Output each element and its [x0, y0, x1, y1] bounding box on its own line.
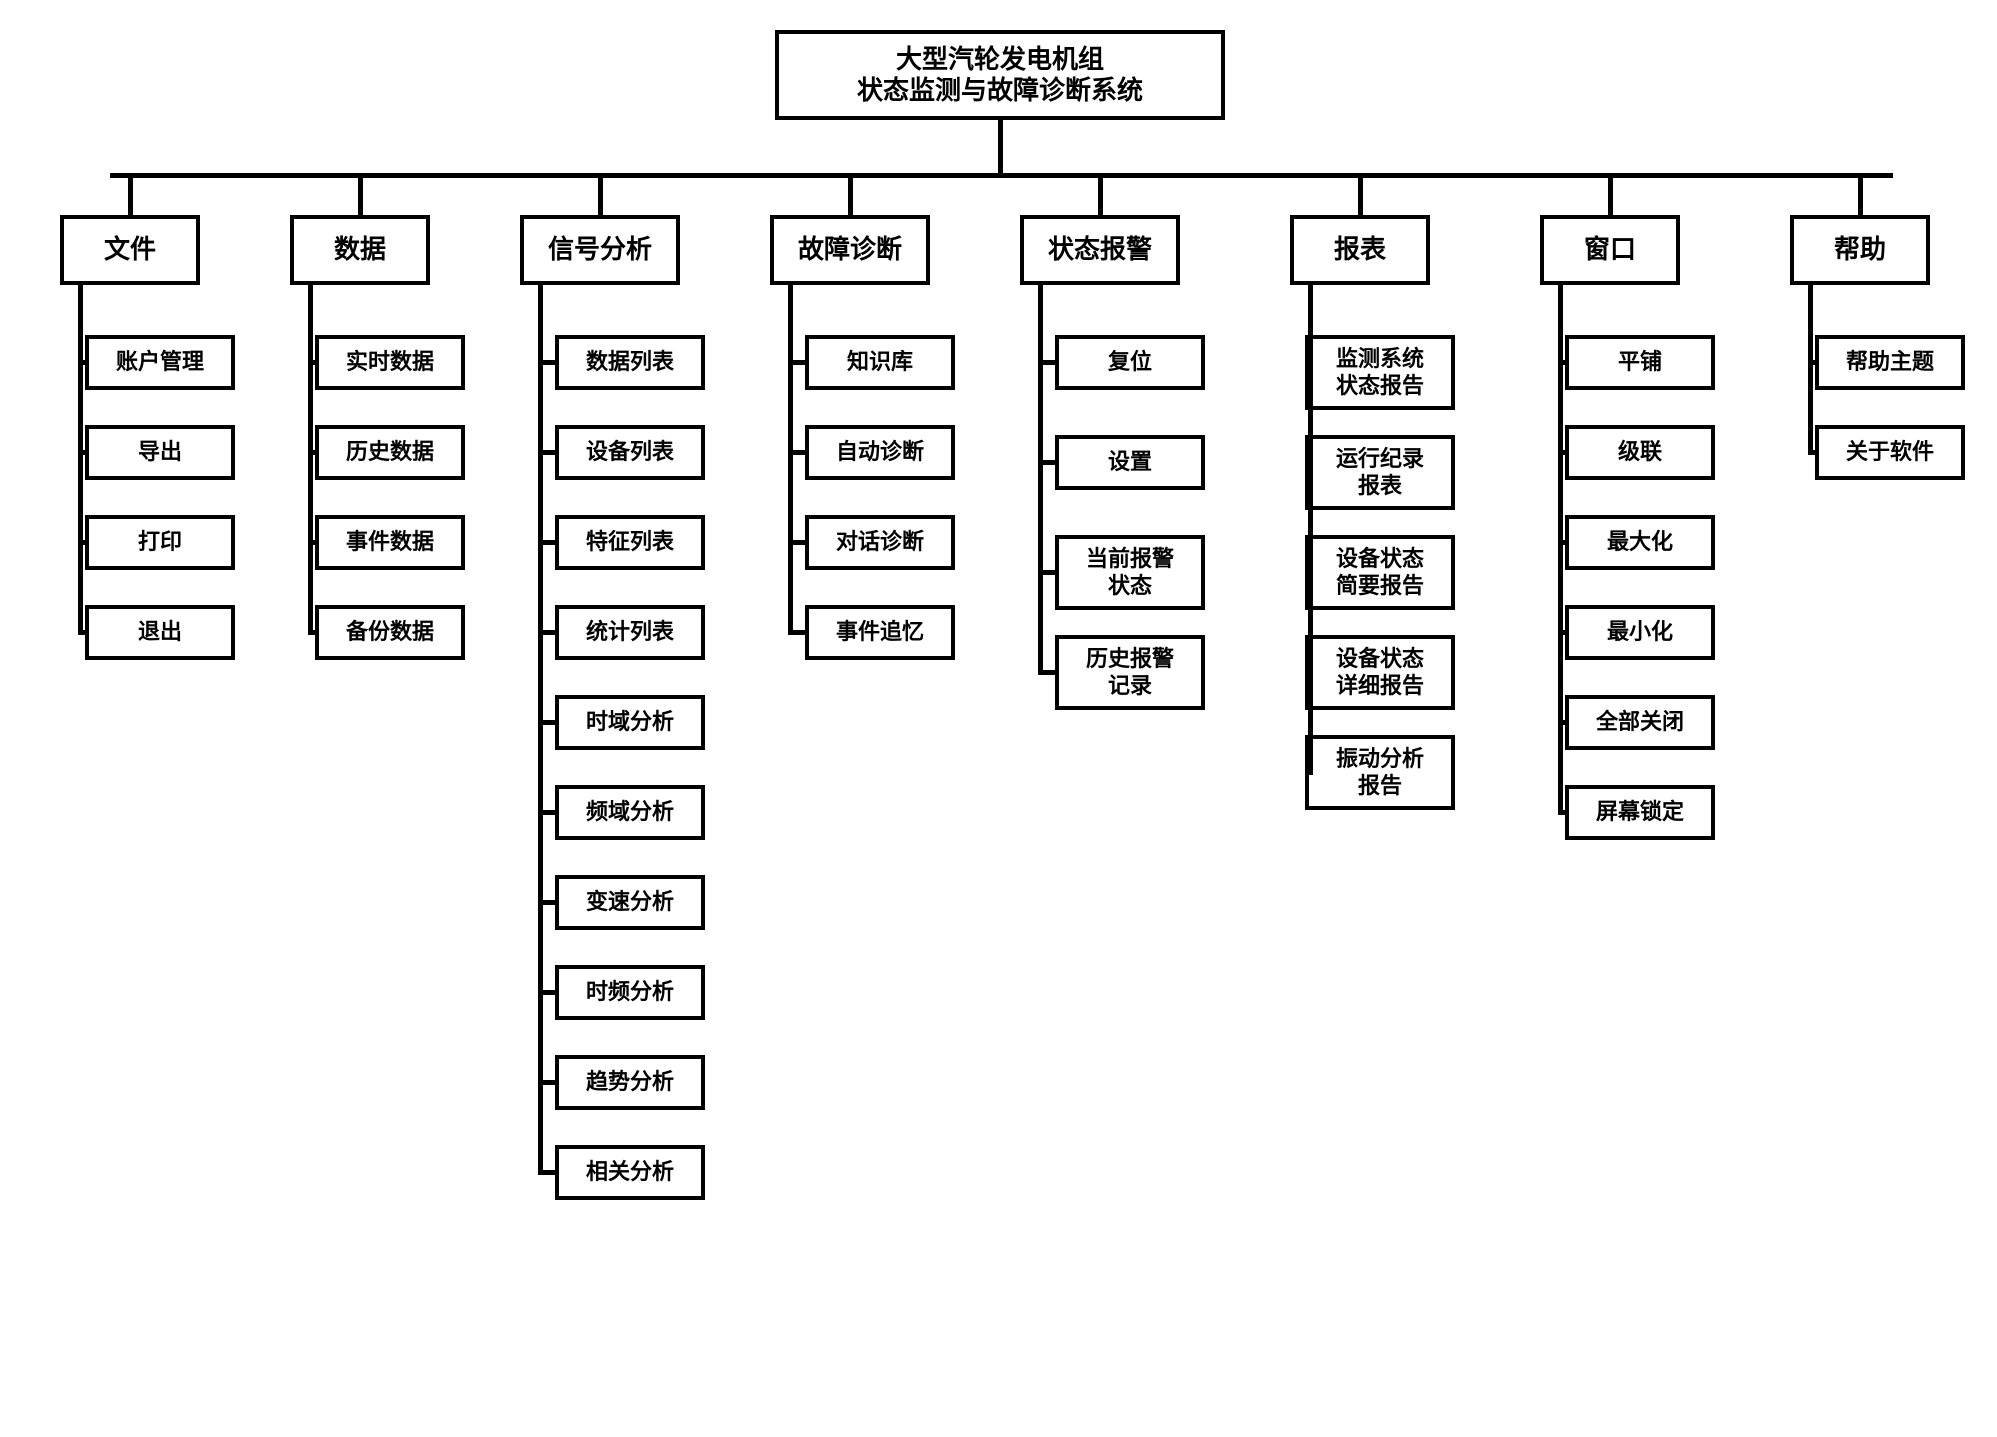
connector-v [1608, 175, 1613, 215]
category-data: 数据 [290, 215, 430, 285]
connector-v [538, 285, 543, 1175]
leaf-data-3: 备份数据 [315, 605, 465, 660]
leaf-diag-2: 对话诊断 [805, 515, 955, 570]
leaf-signal-0: 数据列表 [555, 335, 705, 390]
leaf-window-0: 平铺 [1565, 335, 1715, 390]
org-chart: 大型汽轮发电机组 状态监测与故障诊断系统文件账户管理导出打印退出 数据实时数据历史… [0, 0, 1997, 1437]
leaf-signal-5: 频域分析 [555, 785, 705, 840]
connector-v [788, 285, 793, 635]
leaf-signal-4: 时域分析 [555, 695, 705, 750]
leaf-window-5: 屏幕锁定 [1565, 785, 1715, 840]
connector-v [358, 175, 363, 215]
leaf-alarm-3: 历史报警 记录 [1055, 635, 1205, 710]
leaf-data-1: 历史数据 [315, 425, 465, 480]
leaf-diag-3: 事件追忆 [805, 605, 955, 660]
connector-v [1808, 285, 1813, 455]
connector-v [1038, 285, 1043, 675]
connector-h [110, 173, 1893, 178]
leaf-help-1: 关于软件 [1815, 425, 1965, 480]
leaf-signal-9: 相关分析 [555, 1145, 705, 1200]
leaf-signal-8: 趋势分析 [555, 1055, 705, 1110]
category-help: 帮助 [1790, 215, 1930, 285]
leaf-file-3: 退出 [85, 605, 235, 660]
leaf-signal-1: 设备列表 [555, 425, 705, 480]
connector-v [598, 175, 603, 215]
leaf-help-0: 帮助主题 [1815, 335, 1965, 390]
category-report: 报表 [1290, 215, 1430, 285]
leaf-report-4: 振动分析 报告 [1305, 735, 1455, 810]
connector-v [1358, 175, 1363, 215]
leaf-diag-0: 知识库 [805, 335, 955, 390]
leaf-alarm-0: 复位 [1055, 335, 1205, 390]
leaf-signal-7: 时频分析 [555, 965, 705, 1020]
category-signal: 信号分析 [520, 215, 680, 285]
leaf-signal-6: 变速分析 [555, 875, 705, 930]
leaf-data-0: 实时数据 [315, 335, 465, 390]
connector-v [998, 120, 1003, 178]
root-title: 大型汽轮发电机组 状态监测与故障诊断系统 [775, 30, 1225, 120]
leaf-diag-1: 自动诊断 [805, 425, 955, 480]
category-alarm: 状态报警 [1020, 215, 1180, 285]
leaf-file-0: 账户管理 [85, 335, 235, 390]
leaf-window-2: 最大化 [1565, 515, 1715, 570]
category-window: 窗口 [1540, 215, 1680, 285]
connector-v [1098, 175, 1103, 215]
connector-v [1558, 285, 1563, 815]
leaf-report-0: 监测系统 状态报告 [1305, 335, 1455, 410]
leaf-file-2: 打印 [85, 515, 235, 570]
leaf-report-3: 设备状态 详细报告 [1305, 635, 1455, 710]
connector-v [1308, 285, 1313, 775]
connector-v [128, 175, 133, 215]
leaf-file-1: 导出 [85, 425, 235, 480]
leaf-signal-2: 特征列表 [555, 515, 705, 570]
leaf-window-4: 全部关闭 [1565, 695, 1715, 750]
category-file: 文件 [60, 215, 200, 285]
leaf-data-2: 事件数据 [315, 515, 465, 570]
leaf-alarm-2: 当前报警 状态 [1055, 535, 1205, 610]
connector-v [848, 175, 853, 215]
leaf-report-1: 运行纪录 报表 [1305, 435, 1455, 510]
connector-v [308, 285, 313, 635]
leaf-report-2: 设备状态 简要报告 [1305, 535, 1455, 610]
category-diag: 故障诊断 [770, 215, 930, 285]
leaf-window-1: 级联 [1565, 425, 1715, 480]
connector-v [1858, 175, 1863, 215]
connector-v [78, 285, 83, 635]
leaf-window-3: 最小化 [1565, 605, 1715, 660]
leaf-alarm-1: 设置 [1055, 435, 1205, 490]
leaf-signal-3: 统计列表 [555, 605, 705, 660]
